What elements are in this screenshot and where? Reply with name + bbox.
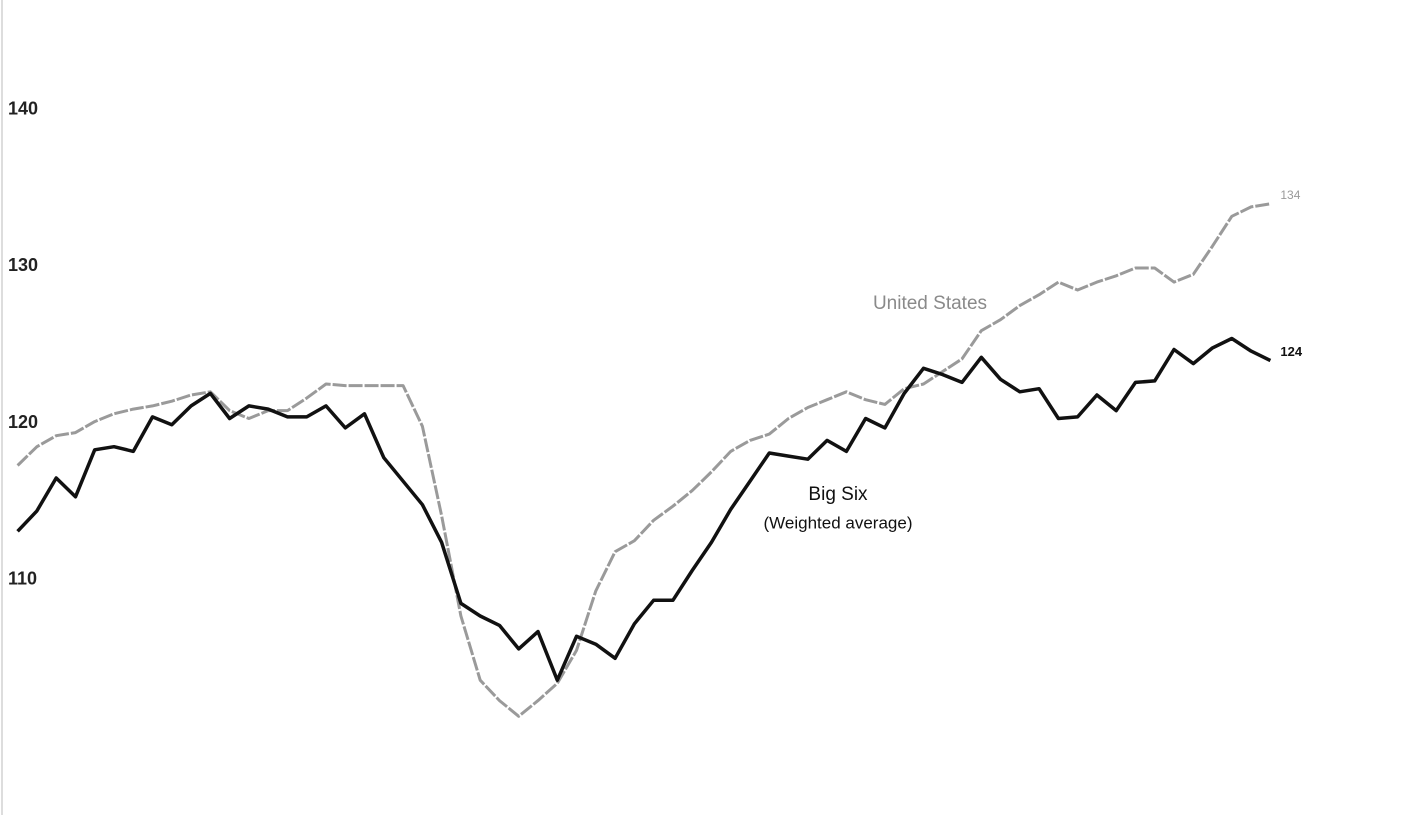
series-note: (Weighted average): [764, 513, 913, 532]
y-tick-label: 110: [8, 569, 37, 589]
series-line: [16, 336, 1272, 682]
y-tick-label: 130: [8, 255, 38, 275]
series-line: [16, 202, 1271, 718]
series-label: Big Six: [808, 484, 868, 505]
end-label: 134: [1280, 188, 1300, 202]
end-label: 124: [1280, 344, 1302, 359]
series-label: United States: [873, 293, 987, 314]
y-tick-label: 120: [8, 412, 38, 432]
y-tick-label: 140: [8, 98, 38, 118]
